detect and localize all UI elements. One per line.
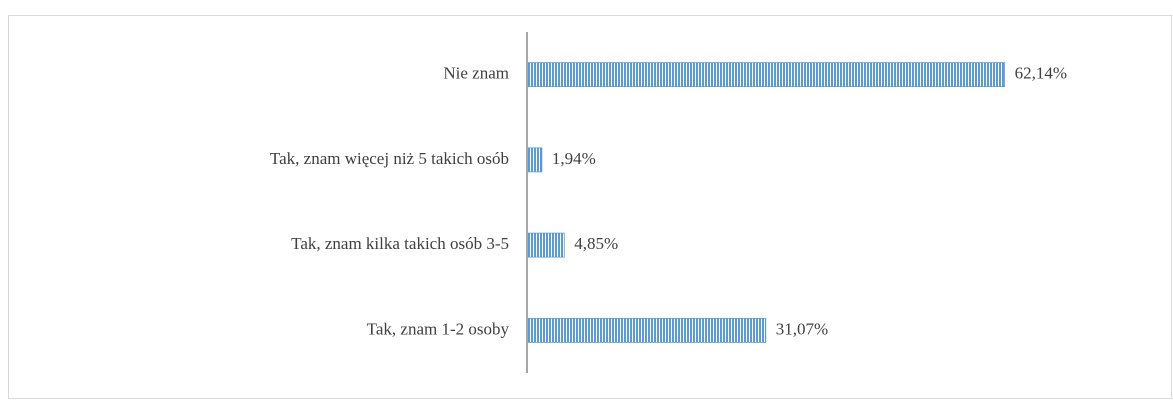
bar [526, 232, 565, 258]
data-label: 31,07% [776, 319, 828, 338]
y-tick-label: Tak, znam 1-2 osoby [367, 319, 510, 338]
y-tick-label: Nie znam [443, 64, 509, 83]
y-tick-label: Tak, znam więcej niż 5 takich osób [270, 149, 509, 168]
y-tick-label: Tak, znam kilka takich osób 3-5 [291, 234, 509, 253]
bar [526, 317, 767, 343]
bar [526, 62, 1005, 88]
data-label: 1,94% [552, 149, 596, 168]
bar [526, 147, 543, 173]
data-label: 4,85% [574, 234, 618, 253]
data-label: 62,14% [1015, 64, 1067, 83]
